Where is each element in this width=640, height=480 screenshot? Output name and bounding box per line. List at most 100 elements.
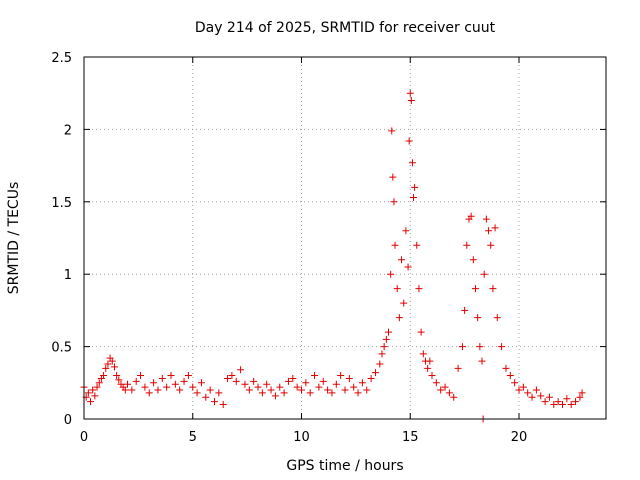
data-point [93, 383, 101, 391]
x-tick-label: 0 [80, 430, 88, 445]
data-point [550, 401, 558, 409]
data-point [410, 193, 418, 201]
data-point [563, 395, 571, 403]
data-point [289, 374, 297, 382]
data-point [376, 360, 384, 368]
data-point [102, 364, 110, 372]
data-point [113, 372, 121, 380]
data-points [80, 89, 586, 423]
data-point [385, 328, 392, 336]
data-point [241, 380, 249, 388]
data-point [387, 270, 395, 278]
data-point [124, 380, 131, 388]
data-point [578, 389, 586, 397]
data-point [478, 357, 486, 365]
data-point [545, 393, 553, 401]
data-point [267, 386, 275, 394]
data-point [463, 241, 471, 249]
data-point [354, 389, 362, 397]
y-tick-label: 0.5 [51, 341, 72, 356]
data-point [193, 389, 201, 397]
data-point [167, 372, 175, 380]
data-point [180, 377, 188, 385]
data-point [250, 377, 258, 385]
data-point [469, 256, 477, 264]
data-point [184, 372, 192, 380]
data-point [145, 389, 153, 397]
x-tick-label: 10 [293, 430, 310, 445]
data-point [137, 372, 145, 380]
data-point [128, 386, 136, 394]
data-point [345, 374, 353, 382]
data-point [284, 377, 292, 385]
data-point [228, 372, 236, 380]
data-point [472, 285, 479, 293]
y-tick-label: 0 [64, 413, 72, 428]
data-point [506, 372, 514, 380]
data-point [400, 299, 408, 307]
data-point [537, 392, 545, 400]
data-point [572, 398, 580, 406]
data-point [559, 401, 566, 409]
data-point [306, 389, 314, 397]
data-point [567, 401, 575, 409]
data-point [293, 383, 301, 391]
data-point [100, 372, 108, 380]
data-point [91, 392, 99, 400]
data-point [176, 386, 184, 394]
data-point [515, 386, 523, 394]
data-point [197, 379, 205, 387]
data-point [280, 389, 288, 397]
x-axis-title: GPS time / hours [286, 458, 403, 474]
data-point [461, 306, 469, 314]
data-point [389, 173, 397, 181]
data-point [141, 383, 149, 391]
data-point [474, 314, 482, 322]
data-point [189, 383, 197, 391]
data-point [491, 224, 499, 232]
data-point [121, 386, 129, 394]
grid-lines [84, 57, 606, 419]
data-point [450, 393, 458, 401]
data-point [476, 343, 484, 351]
data-point [480, 270, 488, 278]
data-point [371, 369, 379, 377]
data-point [215, 389, 223, 397]
data-point [404, 263, 412, 271]
data-point [237, 366, 245, 374]
x-tick-label: 5 [189, 430, 197, 445]
data-point [302, 379, 310, 387]
data-point [110, 363, 118, 371]
data-point [115, 376, 123, 384]
data-point [519, 383, 527, 391]
data-point [245, 386, 253, 394]
data-point [498, 343, 506, 351]
data-point [163, 383, 171, 391]
data-point [487, 241, 495, 249]
data-point [341, 386, 349, 394]
data-point [254, 383, 262, 391]
data-point [263, 380, 271, 388]
axis-ticks: 0 5 10 15 20 0 0.5 1 1.5 2 2.5 [51, 51, 606, 445]
data-point [441, 383, 449, 391]
data-point [87, 398, 95, 406]
data-point [319, 377, 327, 385]
data-point [413, 241, 421, 249]
data-point [202, 393, 210, 401]
data-point [532, 386, 540, 394]
y-tick-label: 1 [64, 268, 72, 283]
y-tick-label: 2.5 [51, 51, 72, 66]
data-point [415, 285, 423, 293]
data-point [467, 212, 475, 220]
data-point [337, 372, 345, 380]
data-point [398, 256, 406, 264]
data-point [382, 335, 390, 343]
data-point [541, 398, 549, 406]
y-axis-title: SRMTID / TECUs [6, 182, 22, 295]
data-point [378, 350, 386, 358]
data-point [437, 386, 445, 394]
data-point [108, 357, 116, 365]
data-point [426, 357, 434, 365]
